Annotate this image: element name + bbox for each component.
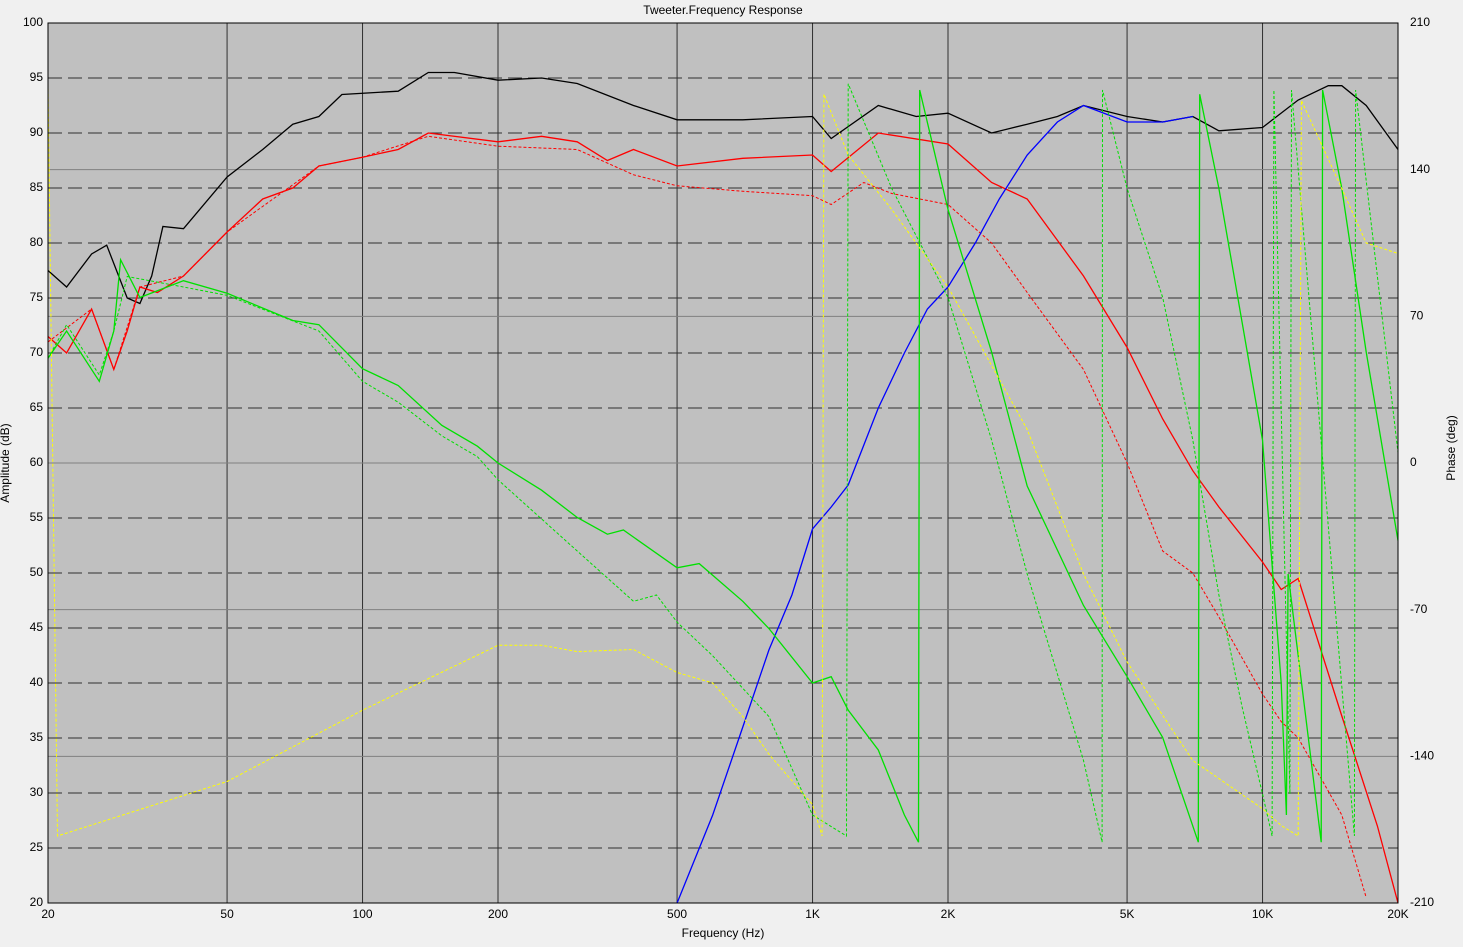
x-axis-label: Frequency (Hz)	[682, 926, 765, 940]
y-tick-label: 70	[30, 345, 44, 359]
y2-tick-label: 210	[1410, 15, 1430, 29]
y-tick-label: 75	[30, 290, 44, 304]
x-tick-label: 5K	[1120, 907, 1135, 921]
x-tick-label: 50	[220, 907, 234, 921]
y-tick-label: 95	[30, 70, 44, 84]
series-line	[48, 71, 1398, 305]
y-tick-label: 25	[30, 840, 44, 854]
x-tick-label: 20	[41, 907, 55, 921]
y-tick-label: 90	[30, 125, 44, 139]
y2-tick-label: -140	[1410, 749, 1434, 763]
y-tick-label: 100	[23, 15, 43, 29]
series-line	[676, 104, 1193, 903]
y2-tick-label: -210	[1410, 895, 1434, 909]
x-tick-label: 100	[353, 907, 373, 921]
series-line	[48, 83, 1398, 837]
series-line	[48, 83, 1398, 843]
y-tick-label: 45	[30, 620, 44, 634]
y-tick-label: 30	[30, 785, 44, 799]
chart-title: Tweeter.Frequency Response	[643, 3, 803, 17]
y2-tick-label: 0	[1410, 455, 1417, 469]
y-tick-label: 80	[30, 235, 44, 249]
x-tick-label: 20K	[1387, 907, 1408, 921]
x-tick-label: 500	[667, 907, 687, 921]
y2-tick-label: 70	[1410, 309, 1424, 323]
y2-tick-label: -70	[1410, 602, 1428, 616]
y-tick-label: 40	[30, 675, 44, 689]
y-tick-label: 65	[30, 400, 44, 414]
y-tick-label: 35	[30, 730, 44, 744]
plot-frame	[47, 22, 1399, 904]
x-tick-label: 1K	[805, 907, 820, 921]
y-tick-label: 60	[30, 455, 44, 469]
y-tick-label: 85	[30, 180, 44, 194]
y-tick-label: 50	[30, 565, 44, 579]
series-line	[48, 89, 1398, 843]
x-tick-label: 200	[488, 907, 508, 921]
y2-tick-label: 140	[1410, 162, 1430, 176]
y2-axis-label: Phase (deg)	[1444, 415, 1458, 480]
y-tick-label: 20	[30, 895, 44, 909]
series-line	[48, 135, 1367, 898]
x-tick-label: 10K	[1252, 907, 1273, 921]
y-tick-label: 55	[30, 510, 44, 524]
x-tick-label: 2K	[941, 907, 956, 921]
y-axis-label: Amplitude (dB)	[0, 423, 12, 502]
